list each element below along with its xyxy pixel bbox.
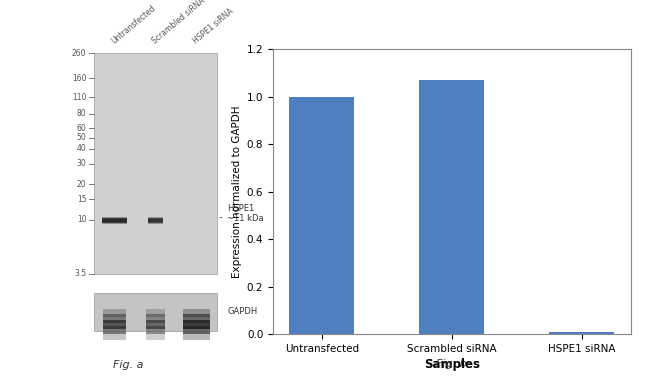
Text: 10: 10 xyxy=(77,215,86,224)
Bar xyxy=(101,217,127,219)
Bar xyxy=(103,320,126,329)
Text: 3.5: 3.5 xyxy=(74,269,86,278)
Bar xyxy=(101,221,127,223)
Text: HSPE1 siRNA: HSPE1 siRNA xyxy=(192,7,236,46)
Bar xyxy=(148,220,162,222)
Text: Fig. b: Fig. b xyxy=(436,359,467,369)
Text: 110: 110 xyxy=(72,93,86,102)
X-axis label: Samples: Samples xyxy=(424,358,480,371)
Bar xyxy=(148,218,162,220)
Bar xyxy=(146,315,165,323)
Bar xyxy=(549,332,614,334)
Bar xyxy=(148,222,162,224)
Bar xyxy=(183,320,210,329)
Bar xyxy=(183,326,210,334)
Polygon shape xyxy=(94,293,217,331)
Bar xyxy=(101,222,127,224)
Text: 160: 160 xyxy=(72,74,86,82)
Text: 80: 80 xyxy=(77,109,86,118)
Text: Scrambled siRNA: Scrambled siRNA xyxy=(151,0,207,46)
Bar xyxy=(146,331,165,340)
Text: 50: 50 xyxy=(77,133,86,142)
Bar xyxy=(183,331,210,340)
Bar xyxy=(148,217,162,219)
Bar xyxy=(103,326,126,334)
Text: 30: 30 xyxy=(77,159,86,168)
Polygon shape xyxy=(94,53,217,274)
Bar xyxy=(101,220,127,222)
Bar xyxy=(146,320,165,329)
Text: 260: 260 xyxy=(72,49,86,58)
Bar xyxy=(101,218,127,220)
Bar xyxy=(289,97,354,334)
Text: Fig. a: Fig. a xyxy=(113,360,144,370)
Bar xyxy=(146,326,165,334)
Text: 20: 20 xyxy=(77,180,86,189)
Bar xyxy=(103,309,126,317)
Bar xyxy=(103,315,126,323)
Bar xyxy=(103,331,126,340)
Text: 40: 40 xyxy=(77,144,86,154)
Y-axis label: Expression normalized to GAPDH: Expression normalized to GAPDH xyxy=(233,106,242,278)
Bar xyxy=(419,80,484,334)
Text: 60: 60 xyxy=(77,124,86,133)
Text: Untransfected: Untransfected xyxy=(109,4,157,46)
Bar xyxy=(183,309,210,317)
Text: 15: 15 xyxy=(77,195,86,204)
Text: GAPDH: GAPDH xyxy=(227,307,257,316)
Bar xyxy=(183,315,210,323)
Bar xyxy=(148,221,162,223)
Text: HSPE1
~11 kDa: HSPE1 ~11 kDa xyxy=(227,204,264,223)
Bar xyxy=(146,309,165,317)
